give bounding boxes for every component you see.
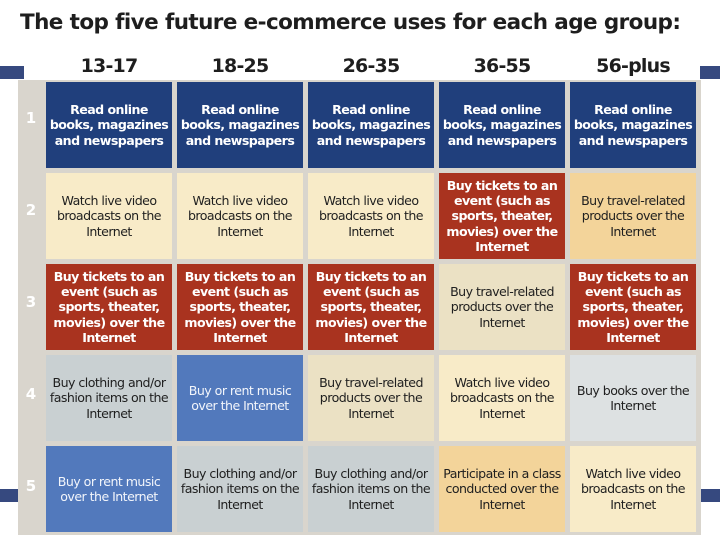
table-cell: Buy or rent music over the Internet	[177, 355, 303, 441]
table-cell: Watch live video broadcasts on the Inter…	[46, 173, 172, 259]
decorative-stripe-top-right	[700, 66, 720, 79]
table-cell: Watch live video broadcasts on the Inter…	[177, 173, 303, 259]
rank-label-1: 1	[25, 109, 37, 127]
table-cell: Buy tickets to an event (such as sports,…	[308, 264, 434, 350]
table-cell: Read online books, magazines and newspap…	[570, 82, 696, 168]
table-cell: Buy tickets to an event (such as sports,…	[177, 264, 303, 350]
table-cell: Buy tickets to an event (such as sports,…	[570, 264, 696, 350]
rank-label-2: 2	[25, 201, 37, 219]
column-header-36-55: 36-55	[473, 55, 532, 77]
column-header-13-17: 13-17	[80, 55, 139, 77]
table-cell: Buy travel-related products over the Int…	[570, 173, 696, 259]
table-cell: Buy tickets to an event (such as sports,…	[439, 173, 565, 259]
column-header-56-plus: 56-plus	[596, 55, 670, 77]
rank-label-5: 5	[25, 477, 37, 495]
table-cell: Buy clothing and/or fashion items on the…	[46, 355, 172, 441]
rank-label-3: 3	[25, 293, 37, 311]
table-cell: Watch live video broadcasts on the Inter…	[439, 355, 565, 441]
table-cell: Read online books, magazines and newspap…	[46, 82, 172, 168]
table-cell: Watch live video broadcasts on the Inter…	[308, 173, 434, 259]
table-cell: Buy travel-related products over the Int…	[308, 355, 434, 441]
table-cell: Read online books, magazines and newspap…	[439, 82, 565, 168]
table-cell: Participate in a class conducted over th…	[439, 446, 565, 532]
table-cell: Watch live video broadcasts on the Inter…	[570, 446, 696, 532]
rank-label-4: 4	[25, 385, 37, 403]
decorative-stripe-bottom-right	[700, 489, 720, 502]
table-cell: Read online books, magazines and newspap…	[177, 82, 303, 168]
table-cell: Buy or rent music over the Internet	[46, 446, 172, 532]
table-cell: Buy clothing and/or fashion items on the…	[177, 446, 303, 532]
table-cell: Buy books over the Internet	[570, 355, 696, 441]
column-header-18-25: 18-25	[211, 55, 270, 77]
column-header-26-35: 26-35	[342, 55, 401, 77]
decorative-stripe-top-left	[0, 66, 24, 79]
table-cell: Buy travel-related products over the Int…	[439, 264, 565, 350]
page-title: The top five future e-commerce uses for …	[20, 10, 681, 35]
table-cell: Buy tickets to an event (such as sports,…	[46, 264, 172, 350]
table-cell: Read online books, magazines and newspap…	[308, 82, 434, 168]
table-cell: Buy clothing and/or fashion items on the…	[308, 446, 434, 532]
